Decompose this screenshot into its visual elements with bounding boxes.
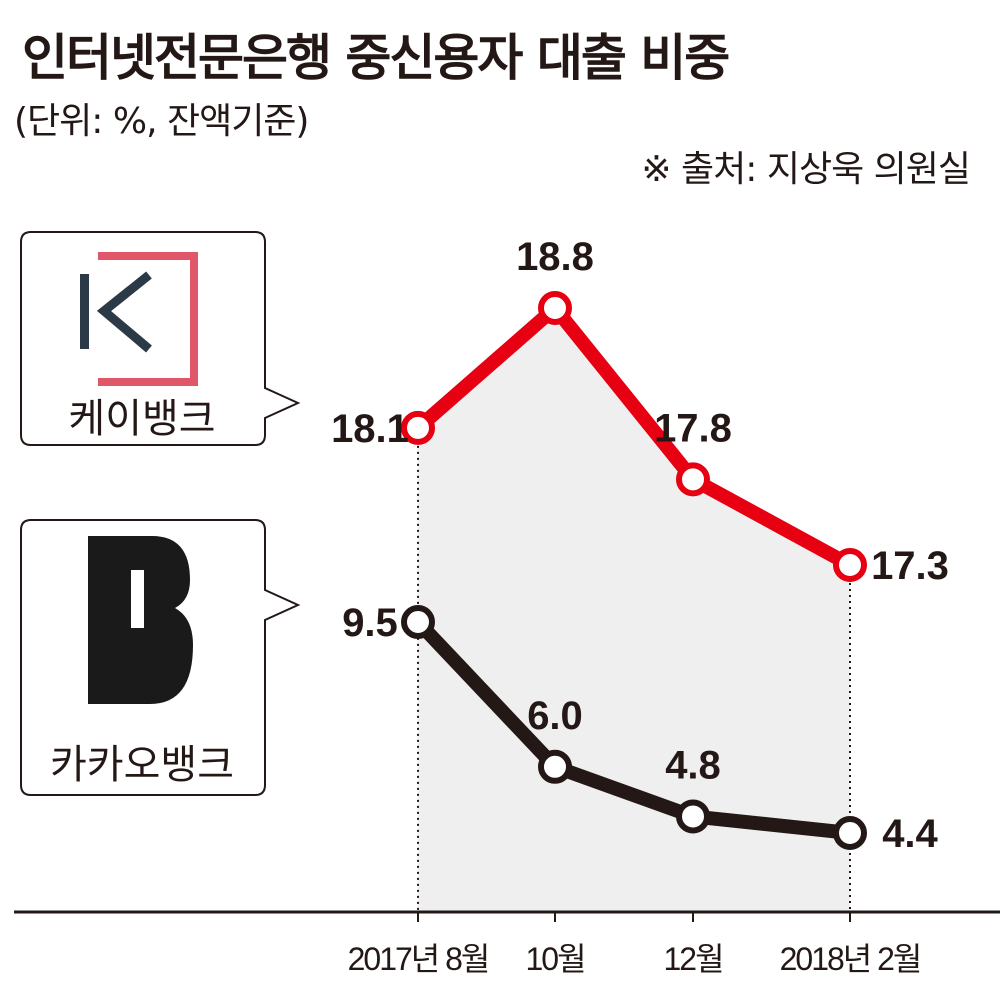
data-point [401,410,435,445]
data-point [538,749,572,784]
data-label: 4.4 [882,812,938,856]
kbank-logo [80,252,198,386]
x-tick-label: 12월 [663,941,722,977]
data-label: 17.8 [654,406,732,450]
legend-label-kakao: 카카오뱅크 [50,742,234,788]
series-line-kakao [412,617,851,840]
data-label: 18.1 [331,407,409,451]
x-tick-label: 2017년 8월 [348,941,489,977]
kakaobank-logo [88,536,193,704]
data-label: 9.5 [342,601,398,645]
data-point [401,605,435,639]
data-point [676,799,710,834]
data-label: 17.3 [871,544,949,588]
shaded-area [418,308,850,912]
data-point [833,816,867,850]
data-point [833,548,867,582]
data-label: 6.0 [527,694,583,738]
data-label: 18.8 [516,235,594,279]
legend-kakao: 카카오뱅크 [20,519,301,796]
x-tick-label: 2018년 2월 [780,941,921,977]
legend-label-kbank: 케이뱅크 [68,396,215,442]
x-tick-label: 10월 [525,941,584,977]
data-point [676,462,710,497]
data-point [538,291,572,325]
series-line-kbank [413,301,854,572]
chart-title: 인터넷전문은행 중신용자 대출 비중 [22,29,730,87]
source-note: ※ 출처: 지상욱 의원실 [641,149,971,190]
legend-kbank: 케이뱅크 [20,231,301,446]
unit-note: (단위: %, 잔액기준) [14,101,309,142]
data-label: 4.8 [665,743,721,787]
